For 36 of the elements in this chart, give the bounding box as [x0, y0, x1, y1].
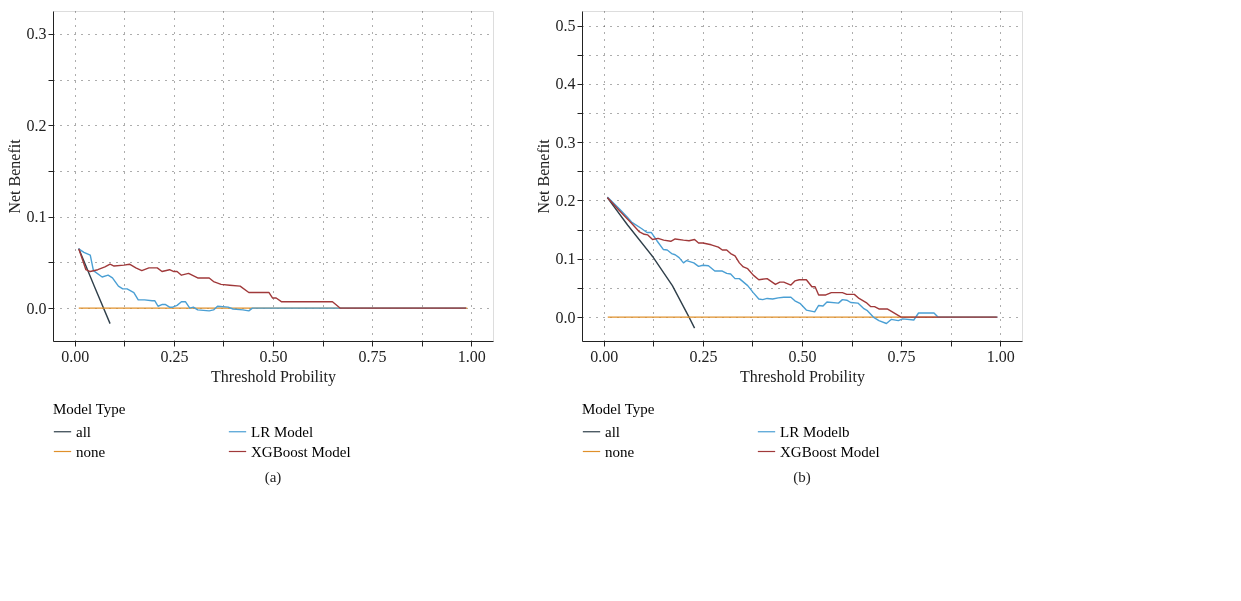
y-tick-label: 0.2 — [555, 191, 576, 209]
legend-label: XGBoost Model — [780, 443, 880, 460]
y-tick-label: 0.0 — [26, 299, 47, 317]
x-tick-label: 0.00 — [590, 347, 619, 365]
x-tick-label: 0.75 — [887, 347, 916, 365]
y-tick-label: 0.1 — [555, 250, 576, 268]
y-tick-label: 0.1 — [26, 208, 47, 226]
x-tick-label: 0.25 — [160, 347, 189, 365]
x-tick-label: 0.50 — [259, 347, 288, 365]
legend-label: none — [605, 443, 635, 460]
y-tick-label: 0.2 — [26, 116, 47, 134]
legend-title: Model Type — [53, 401, 126, 417]
text: (b) — [793, 469, 811, 486]
legend-label: all — [76, 423, 91, 440]
y-tick-label: 0.5 — [555, 17, 576, 35]
x-axis-title: Threshold Probility — [740, 367, 865, 386]
legend-title: Model Type — [582, 401, 655, 417]
legend-label: LR Model — [251, 423, 314, 440]
x-tick-label: 1.00 — [986, 347, 1015, 365]
legend-label: XGBoost Model — [251, 443, 351, 460]
x-tick-label: 0.25 — [689, 347, 718, 365]
x-tick-label: 0.00 — [61, 347, 90, 365]
y-axis-title: Net Benefit — [534, 138, 552, 214]
legend-label: LR Modelb — [780, 423, 850, 440]
y-axis-title: Net Benefit — [5, 138, 23, 214]
x-tick-label: 0.50 — [788, 347, 817, 365]
x-tick-label: 0.75 — [358, 347, 387, 365]
y-tick-label: 0.3 — [26, 25, 47, 43]
legend-label: none — [76, 443, 106, 460]
y-tick-label: 0.0 — [555, 308, 576, 326]
legend-label: all — [605, 423, 620, 440]
y-tick-label: 0.3 — [555, 133, 576, 151]
x-axis-title: Threshold Probility — [211, 367, 336, 386]
text: (a) — [264, 469, 282, 486]
y-tick-label: 0.4 — [555, 75, 576, 93]
x-tick-label: 1.00 — [457, 347, 486, 365]
